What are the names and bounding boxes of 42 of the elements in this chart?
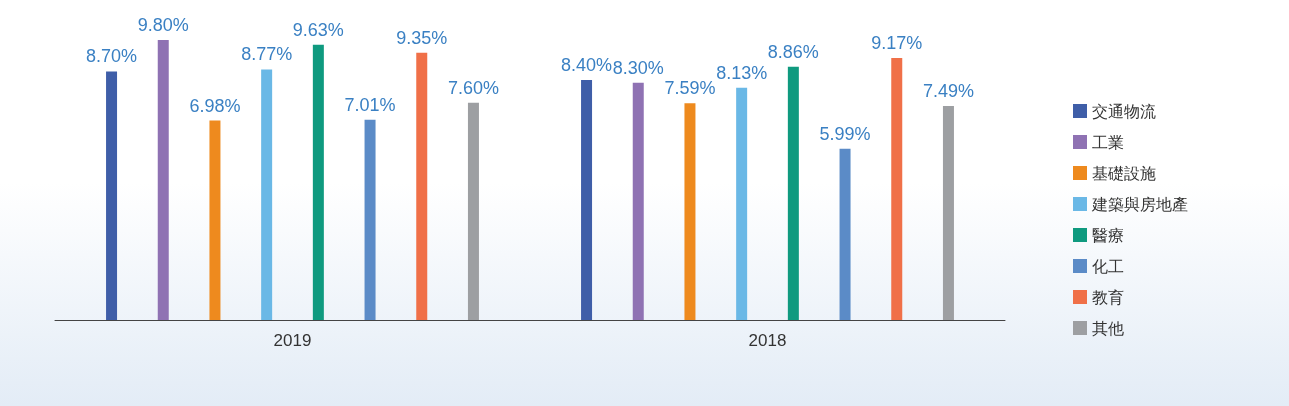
data-label: 8.70% [86, 46, 138, 67]
legend-label: 建築與房地產 [1091, 194, 1188, 214]
data-label: 7.49% [922, 81, 974, 101]
data-label: 7.60% [447, 77, 499, 98]
data-label: 8.86% [767, 41, 819, 62]
bar [891, 58, 903, 320]
data-label: 8.13% [716, 62, 768, 83]
bar [209, 120, 221, 320]
data-label: 9.17% [871, 33, 923, 53]
data-label: 9.35% [396, 27, 448, 48]
legend-label: 交通物流 [1092, 101, 1156, 121]
bar [684, 103, 696, 320]
bar [942, 106, 954, 320]
bar [787, 66, 799, 320]
legend-label: 基礎設施 [1092, 163, 1156, 183]
x-tick-label: 2019 [273, 331, 312, 350]
data-label: 8.77% [241, 44, 293, 65]
data-label: 9.63% [292, 19, 344, 40]
bar [416, 52, 428, 320]
x-tick-label: 2018 [748, 331, 787, 350]
bar [261, 69, 273, 320]
bar [106, 71, 118, 320]
bar [467, 102, 479, 320]
data-label: 5.99% [819, 123, 871, 144]
bar [632, 82, 644, 320]
bar [736, 87, 748, 320]
data-label: 8.30% [612, 57, 664, 78]
bar [581, 80, 593, 320]
data-label: 7.59% [664, 78, 716, 99]
data-label: 8.40% [561, 55, 613, 75]
bar [839, 148, 851, 320]
data-label: 7.01% [344, 94, 396, 115]
bar [157, 40, 169, 320]
data-label: 9.80% [137, 15, 189, 35]
legend-label: 教育 [1092, 287, 1124, 307]
legend-label: 工業 [1092, 132, 1124, 152]
bar [312, 44, 324, 320]
legend-label: 其他 [1092, 318, 1124, 338]
data-label: 6.98% [189, 95, 241, 116]
legend-label: 醫療 [1092, 225, 1124, 245]
legend-label: 化工 [1092, 256, 1124, 276]
bar [364, 119, 376, 320]
